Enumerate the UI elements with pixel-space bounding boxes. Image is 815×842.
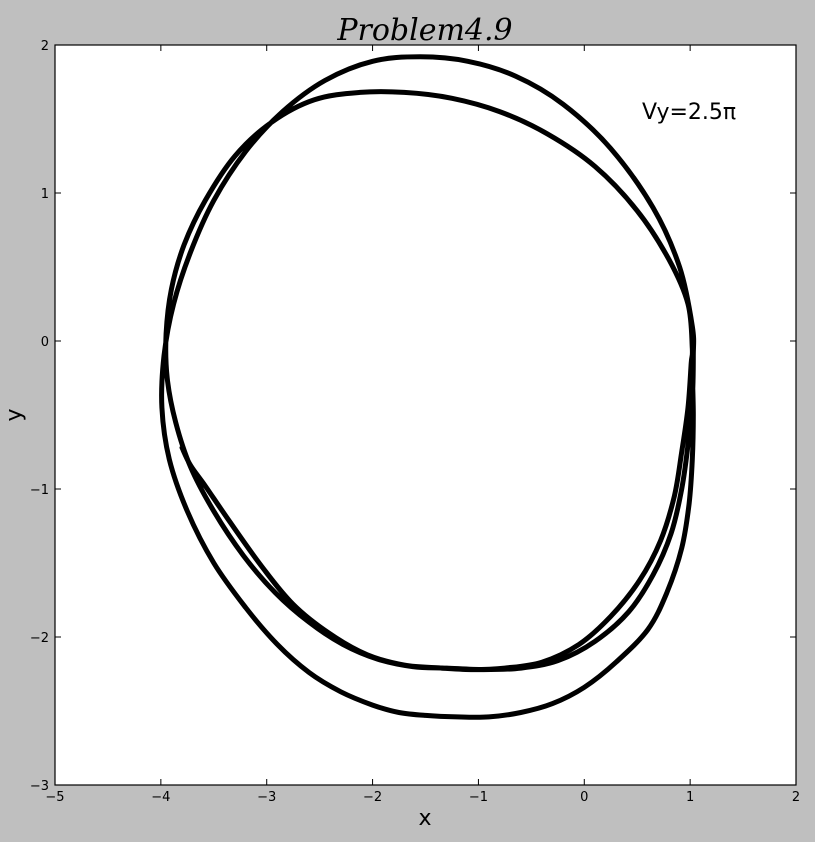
x-tick-label: 0 (580, 790, 588, 805)
x-tick-label: −1 (469, 790, 488, 805)
y-tick-label: −2 (30, 631, 49, 646)
x-tick-label: −3 (257, 790, 276, 805)
y-tick-label: −3 (30, 779, 49, 794)
x-tick-label: −2 (363, 790, 382, 805)
plot-area (54, 44, 797, 786)
x-axis-label: x (418, 806, 431, 831)
y-tick-label: −1 (30, 483, 49, 498)
x-tick-label: −5 (45, 790, 64, 805)
y-axis-label: y (2, 408, 27, 421)
y-tick-label: 0 (41, 335, 49, 350)
chart-title: Problem4.9 (336, 13, 512, 48)
series-layer (159, 54, 697, 720)
y-tick-label: 1 (41, 187, 49, 202)
chart-annotation: Vy=2.5π (642, 100, 736, 125)
x-tick-label: 2 (792, 790, 800, 805)
x-tick-label: −4 (151, 790, 170, 805)
ticks-layer: −5 −4 −3 −2 −1 0 1 2 −3 −2 −1 0 1 2 (30, 39, 800, 805)
x-tick-label: 1 (686, 790, 694, 805)
orbit-series-line (159, 54, 697, 720)
y-tick-label: 2 (41, 39, 49, 54)
